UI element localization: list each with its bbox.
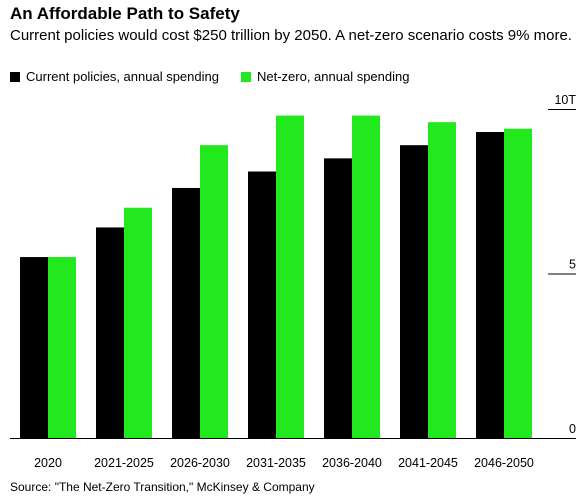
bar-current-2 [172,187,200,438]
x-tick-label-2: 2026-2030 [170,456,230,470]
bar-current-0 [20,257,48,438]
y-tick-label-0: 0 [569,422,576,436]
bar-netzero-4 [352,115,380,438]
y-tick-label-2: 10T [554,93,576,107]
bar-current-4 [324,158,352,438]
legend-swatch-current [10,71,20,82]
legend-item-current: Current policies, annual spending [10,69,219,84]
bar-current-6 [476,132,504,438]
bar-current-5 [400,145,428,438]
x-tick-label-4: 2036-2040 [322,456,382,470]
chart-title: An Affordable Path to Safety [10,4,240,23]
bar-current-3 [248,171,276,438]
bar-current-1 [96,227,124,438]
x-tick-label-3: 2031-2035 [246,456,306,470]
bar-netzero-2 [200,145,228,438]
x-tick-label-1: 2021-2025 [94,456,154,470]
bar-netzero-0 [48,257,76,438]
bar-netzero-6 [504,128,532,439]
x-tick-label-5: 2041-2045 [398,456,458,470]
chart-subtitle: Current policies would cost $250 trillio… [10,27,572,44]
legend-swatch-netzero [240,71,251,82]
x-tick-label-6: 2046-2050 [474,456,534,470]
bar-netzero-1 [124,207,152,438]
legend: Current policies, annual spending Net-ze… [10,69,431,84]
legend-label-netzero: Net-zero, annual spending [256,69,410,84]
bar-netzero-5 [428,122,456,438]
bar-netzero-3 [276,115,304,438]
legend-label-current: Current policies, annual spending [26,69,219,84]
source-note: Source: "The Net-Zero Transition," McKin… [10,480,315,494]
x-tick-label-0: 2020 [34,456,62,470]
y-tick-label-1: 5 [569,258,576,272]
legend-item-netzero: Net-zero, annual spending [240,69,410,84]
